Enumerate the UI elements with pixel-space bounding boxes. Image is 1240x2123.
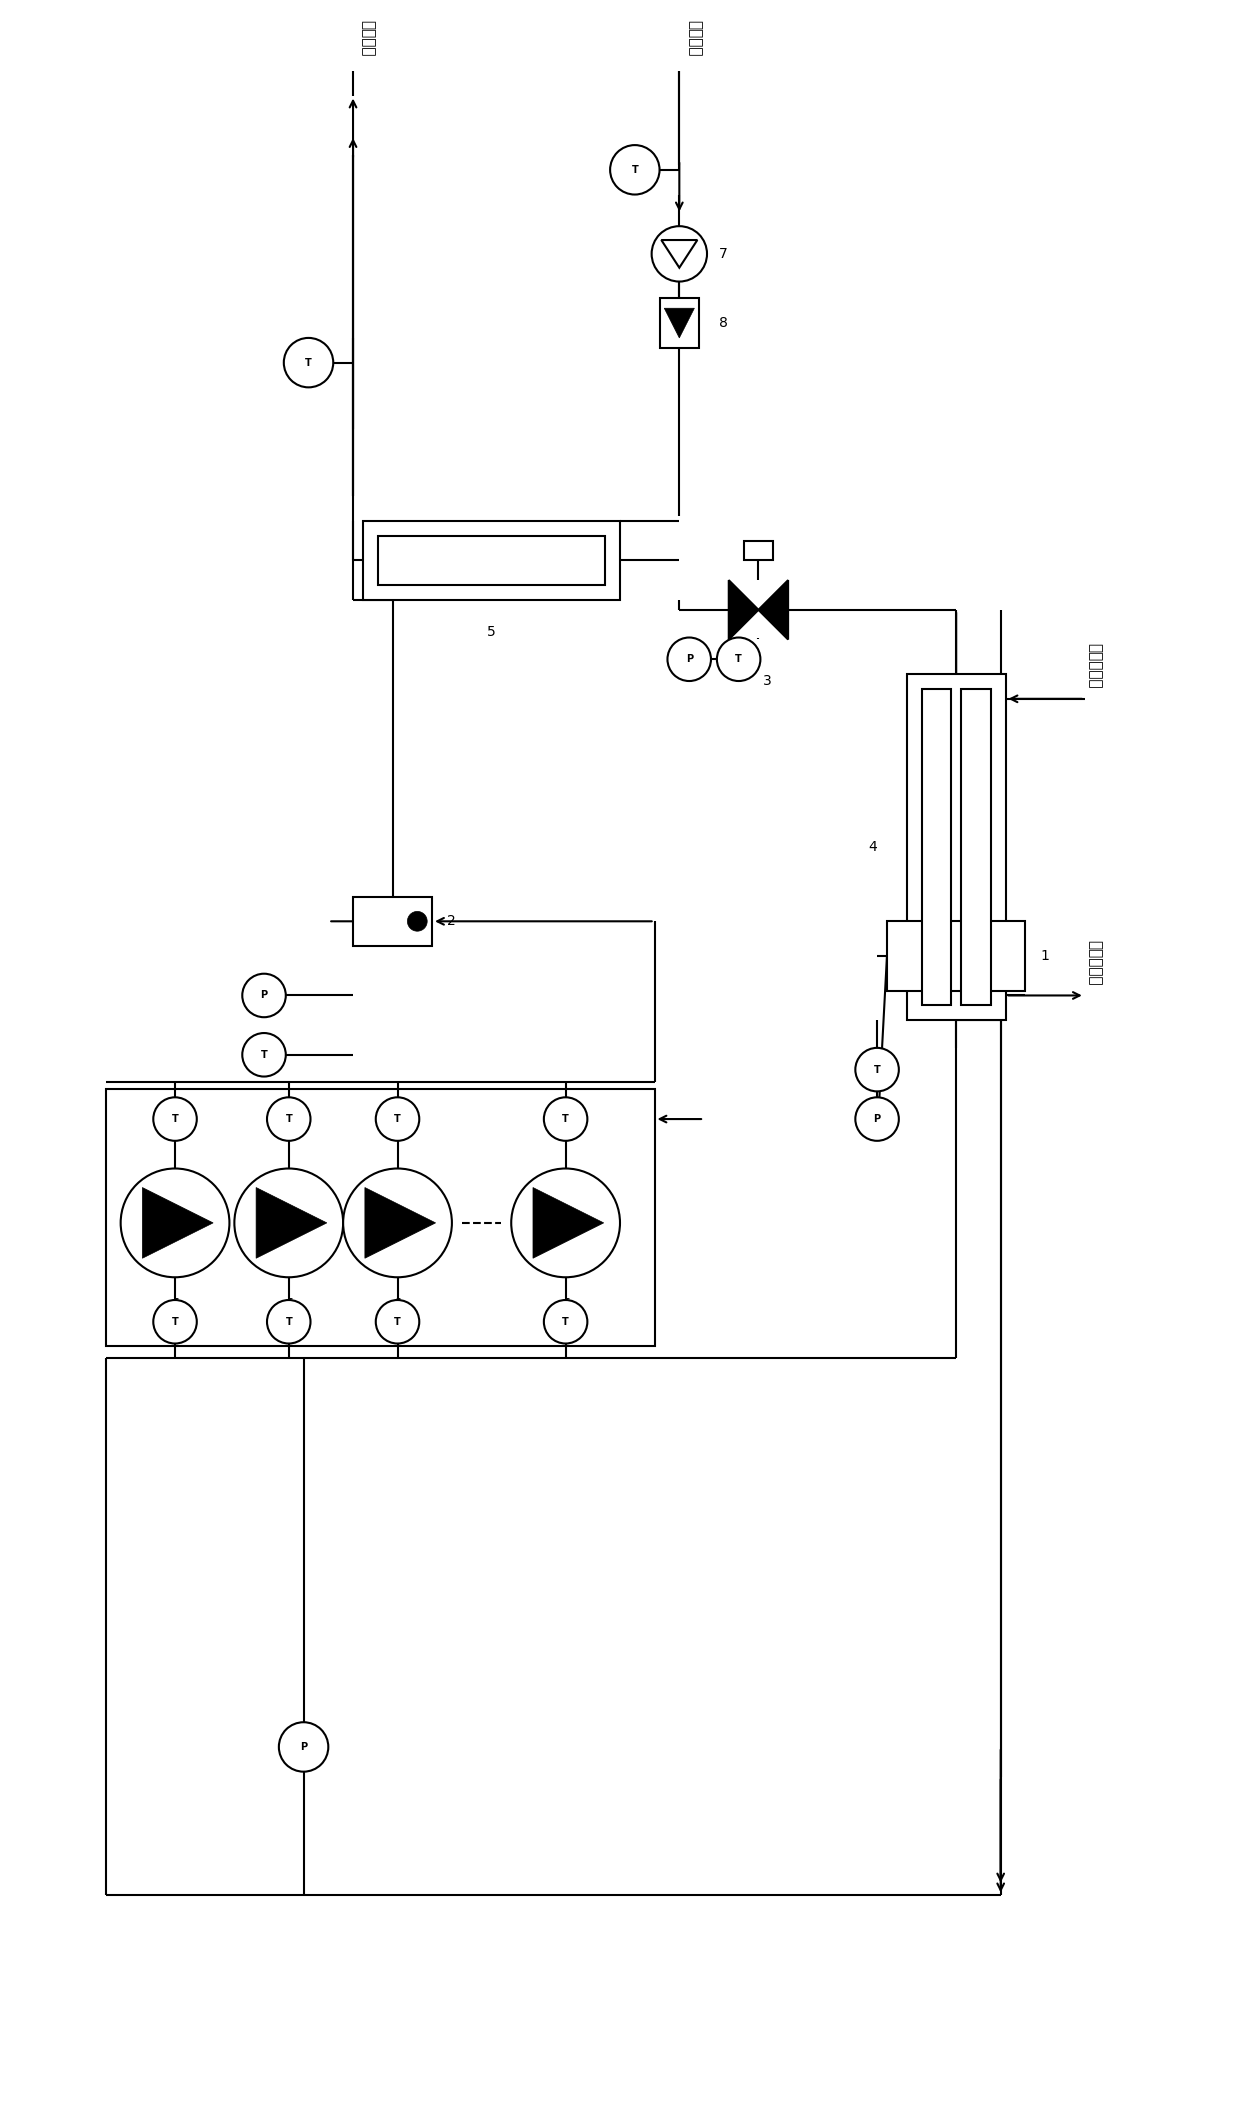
Text: T: T — [874, 1064, 880, 1074]
Text: 6: 6 — [285, 1297, 293, 1310]
Circle shape — [376, 1299, 419, 1344]
Circle shape — [544, 1098, 588, 1140]
Circle shape — [610, 144, 660, 195]
Circle shape — [234, 1168, 343, 1278]
Text: T: T — [285, 1316, 293, 1327]
Circle shape — [120, 1168, 229, 1278]
Circle shape — [284, 338, 334, 386]
Text: P: P — [260, 991, 268, 1000]
Text: T: T — [394, 1316, 401, 1327]
Text: 热源侧出口: 热源侧出口 — [1087, 940, 1102, 985]
Bar — [353, 896, 432, 947]
Text: P: P — [300, 1743, 308, 1751]
Text: T: T — [285, 1115, 293, 1123]
Circle shape — [267, 1098, 310, 1140]
Text: 热源侧进口: 热源侧进口 — [1087, 643, 1102, 690]
Polygon shape — [729, 580, 759, 639]
Text: 6: 6 — [393, 1297, 402, 1310]
Text: T: T — [171, 1316, 179, 1327]
Text: 4: 4 — [868, 841, 877, 853]
Circle shape — [154, 1098, 197, 1140]
Text: 1: 1 — [1040, 949, 1049, 964]
Text: P: P — [873, 1115, 880, 1123]
Text: 6: 6 — [562, 1297, 569, 1310]
Circle shape — [267, 1299, 310, 1344]
Circle shape — [652, 227, 707, 282]
Circle shape — [856, 1049, 899, 1091]
Polygon shape — [533, 1187, 604, 1259]
Bar — [921, 690, 951, 1006]
Text: T: T — [735, 654, 742, 664]
Text: P: P — [686, 654, 693, 664]
Circle shape — [242, 974, 285, 1017]
Polygon shape — [759, 580, 789, 639]
Circle shape — [376, 1098, 419, 1140]
Bar — [887, 921, 1025, 991]
Text: 7: 7 — [719, 246, 728, 261]
Bar — [744, 541, 774, 560]
Bar — [660, 299, 699, 348]
Bar — [105, 1089, 655, 1346]
Text: T: T — [394, 1115, 401, 1123]
Circle shape — [511, 1168, 620, 1278]
Text: T: T — [562, 1115, 569, 1123]
Text: T: T — [631, 166, 639, 174]
Bar — [906, 675, 1006, 1021]
Circle shape — [717, 637, 760, 681]
Polygon shape — [257, 1187, 327, 1259]
Text: T: T — [305, 357, 312, 367]
Polygon shape — [365, 1187, 435, 1259]
Circle shape — [154, 1299, 197, 1344]
Bar — [961, 690, 991, 1006]
Text: T: T — [171, 1115, 179, 1123]
Circle shape — [279, 1722, 329, 1773]
Circle shape — [856, 1098, 899, 1140]
Bar — [363, 520, 620, 601]
Text: 冷水进口: 冷水进口 — [687, 19, 702, 55]
Circle shape — [667, 637, 711, 681]
Polygon shape — [143, 1187, 213, 1259]
Text: 2: 2 — [446, 915, 456, 928]
Text: T: T — [260, 1049, 268, 1059]
Circle shape — [242, 1034, 285, 1076]
Text: 8: 8 — [719, 316, 728, 329]
Text: 6: 6 — [171, 1297, 179, 1310]
Circle shape — [343, 1168, 451, 1278]
Circle shape — [544, 1299, 588, 1344]
Text: 5: 5 — [487, 624, 496, 639]
Polygon shape — [665, 308, 694, 338]
Bar — [378, 535, 605, 586]
Circle shape — [408, 911, 428, 932]
Text: T: T — [562, 1316, 569, 1327]
Text: 3: 3 — [764, 675, 773, 688]
Text: 热水出口: 热水出口 — [361, 19, 376, 55]
